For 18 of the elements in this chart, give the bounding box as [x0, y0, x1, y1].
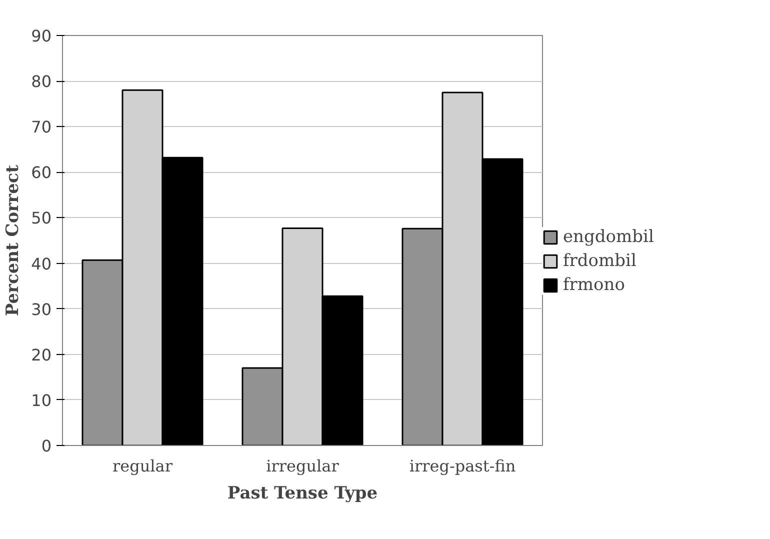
y-tick-label: 90	[31, 26, 52, 46]
y-tick-label: 10	[31, 390, 52, 410]
y-tick-label: 30	[31, 300, 52, 319]
y-tick-label: 50	[31, 208, 52, 228]
y-tick-label: 80	[31, 72, 52, 92]
x-tick-label: irreg-past-fin	[409, 456, 516, 476]
x-tick-label: irregular	[266, 456, 340, 476]
y-tick-label: 20	[31, 345, 52, 364]
x-tick-label: regular	[112, 456, 173, 476]
y-tick-label: 40	[31, 254, 52, 274]
legend-label: engdombil	[563, 227, 654, 247]
y-axis-title: Percent Correct	[3, 164, 24, 316]
legend-label: frmono	[563, 275, 625, 295]
x-axis-title: Past Tense Type	[227, 484, 378, 504]
legend-label: frdombil	[563, 251, 636, 271]
y-tick-label: 0	[41, 436, 52, 456]
y-tick-label: 60	[31, 163, 52, 182]
y-tick-label: 70	[31, 118, 52, 137]
